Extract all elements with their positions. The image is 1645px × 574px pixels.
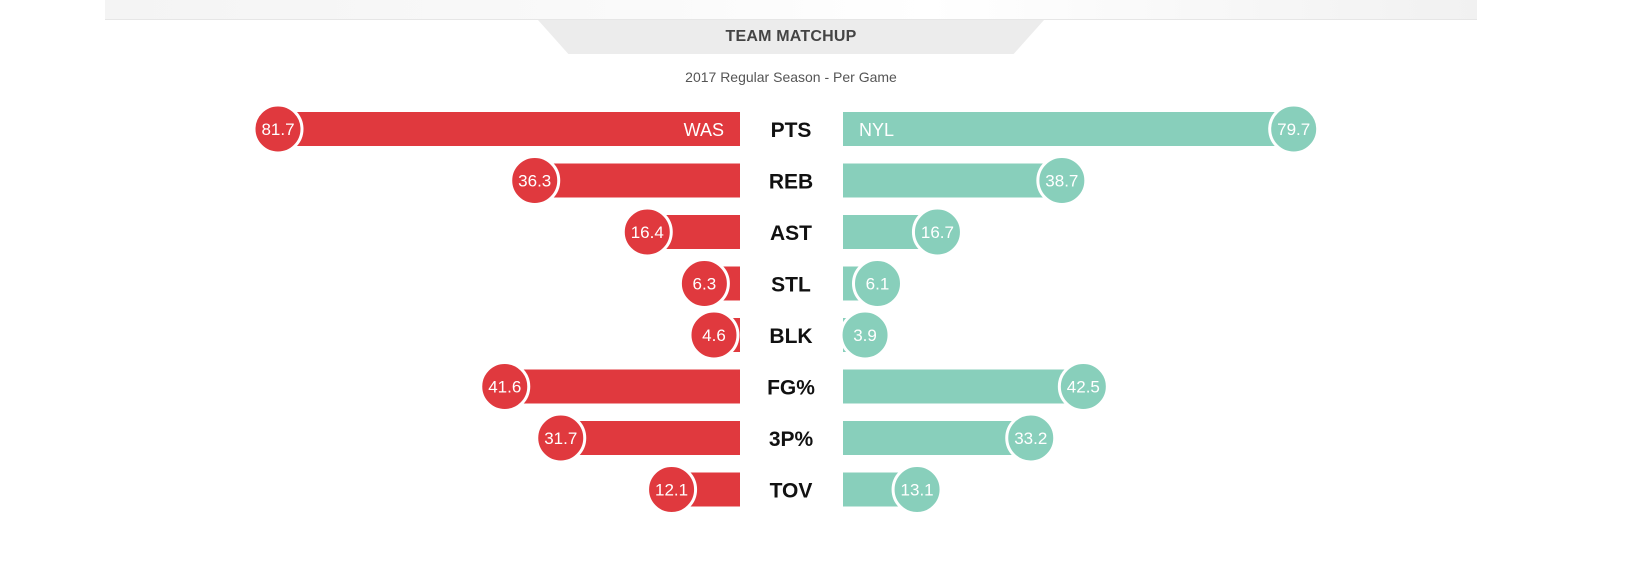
page-title: TEAM MATCHUP (725, 28, 857, 45)
value-badge-was-ast (621, 206, 673, 258)
season-subtitle: 2017 Regular Season - Per Game (685, 69, 897, 85)
top-banner-strip (105, 0, 1477, 20)
value-label-nyl-pts: 79.7 (1277, 120, 1310, 139)
value-label-nyl-tov: 13.1 (901, 481, 934, 500)
value-badge-nyl-stl (851, 258, 903, 309)
team-label-was: WAS (684, 120, 724, 140)
bar-nyl-fg-pct (843, 369, 1084, 404)
bar-was-3p-pct (560, 421, 740, 455)
category-label-pts: PTS (771, 119, 812, 142)
value-label-was-3p-pct: 31.7 (544, 429, 577, 448)
value-label-nyl-stl: 6.1 (866, 275, 890, 294)
value-badge-was-fg-pct (479, 361, 531, 412)
bar-nyl-reb (843, 163, 1062, 198)
value-badge-nyl-3p-pct (1005, 412, 1057, 464)
category-label-fg-pct: FG% (767, 377, 815, 400)
value-label-nyl-ast: 16.7 (921, 223, 954, 242)
value-badge-was-tov (646, 464, 698, 515)
value-badge-was-pts (252, 103, 304, 155)
value-label-nyl-fg-pct: 42.5 (1067, 378, 1100, 397)
value-badge-nyl-ast (911, 206, 963, 258)
header-tab (538, 20, 1044, 54)
value-label-nyl-reb: 38.7 (1045, 172, 1078, 191)
value-label-was-reb: 36.3 (518, 172, 551, 191)
value-badge-nyl-reb (1036, 155, 1088, 206)
category-label-blk: BLK (769, 325, 812, 348)
value-badge-was-reb (509, 155, 561, 206)
value-label-was-tov: 12.1 (655, 481, 688, 500)
bar-nyl-pts (843, 112, 1294, 146)
category-label-stl: STL (771, 274, 811, 297)
value-badge-was-blk (688, 309, 740, 361)
value-label-was-stl: 6.3 (693, 275, 717, 294)
bar-was-reb (534, 163, 740, 198)
value-label-was-fg-pct: 41.6 (488, 378, 521, 397)
bar-was-fg-pct (504, 369, 740, 404)
value-label-was-pts: 81.7 (261, 120, 294, 139)
value-badge-nyl-tov (891, 464, 943, 515)
value-label-nyl-3p-pct: 33.2 (1014, 429, 1047, 448)
value-label-was-blk: 4.6 (702, 326, 726, 345)
value-badge-nyl-blk (839, 309, 891, 361)
value-label-nyl-blk: 3.9 (853, 326, 877, 345)
value-label-was-ast: 16.4 (631, 223, 664, 242)
value-badge-nyl-pts (1268, 103, 1320, 155)
value-badge-was-stl (678, 258, 730, 309)
team-label-nyl: NYL (859, 120, 894, 140)
category-label-ast: AST (770, 222, 812, 245)
category-label-3p-pct: 3P% (769, 428, 814, 451)
category-label-tov: TOV (770, 480, 813, 503)
bar-nyl-3p-pct (843, 421, 1031, 455)
category-label-reb: REB (769, 171, 813, 194)
value-badge-was-3p-pct (535, 412, 587, 464)
value-badge-nyl-fg-pct (1057, 361, 1109, 412)
bar-was-pts (278, 112, 740, 146)
